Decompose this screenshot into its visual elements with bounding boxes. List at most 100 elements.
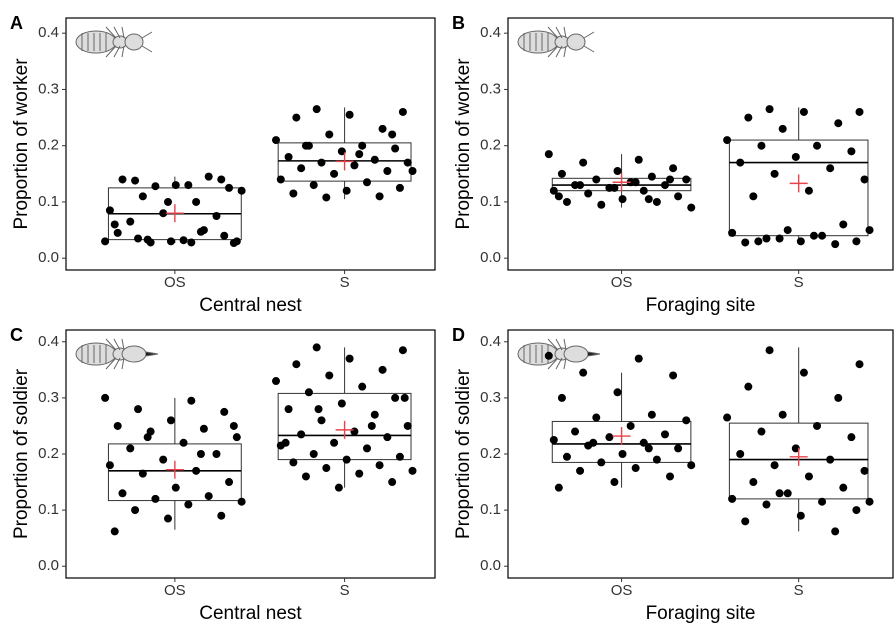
data-point	[669, 371, 678, 380]
data-point	[584, 189, 593, 198]
data-point	[804, 186, 813, 195]
data-point	[796, 511, 805, 520]
insect-leg	[121, 26, 125, 39]
data-point	[151, 494, 160, 503]
data-point	[184, 500, 193, 509]
insect-head	[566, 33, 586, 51]
data-point	[597, 458, 606, 467]
data-point	[312, 343, 321, 352]
data-point	[839, 483, 848, 492]
data-point	[105, 206, 114, 215]
data-point	[669, 164, 678, 173]
data-point	[297, 164, 306, 173]
data-point	[647, 172, 656, 181]
x-tick-label: S	[794, 582, 804, 599]
data-point	[363, 444, 372, 453]
data-point	[799, 107, 808, 116]
y-tick-label: 0.0	[38, 249, 59, 266]
data-point	[652, 197, 661, 206]
plot-frame	[507, 17, 894, 271]
data-point	[757, 427, 766, 436]
data-point	[818, 497, 827, 506]
data-point	[131, 176, 140, 185]
data-point	[682, 416, 691, 425]
data-point	[383, 433, 392, 442]
data-point	[330, 169, 339, 178]
data-point	[775, 234, 784, 243]
y-tick-label: 0.2	[38, 445, 59, 462]
data-point	[831, 527, 840, 536]
data-point	[834, 393, 843, 402]
y-tick-label: 0.1	[38, 501, 59, 518]
data-point	[799, 368, 808, 377]
panel-label: D	[452, 325, 465, 345]
y-tick-label: 0.4	[480, 333, 501, 350]
insect-leg	[563, 26, 567, 39]
data-point	[660, 430, 669, 439]
x-axis-label: Foraging site	[646, 603, 756, 624]
insect-leg	[547, 338, 559, 351]
y-axis-label: Proportion of soldier	[11, 368, 32, 539]
y-axis-label: Proportion of soldier	[453, 368, 474, 539]
data-point	[212, 212, 221, 220]
x-axis-label: Central nest	[199, 295, 302, 316]
data-point	[408, 466, 417, 475]
data-point	[388, 130, 397, 139]
insect-icon	[517, 26, 595, 58]
panel-label: A	[10, 13, 23, 33]
data-point	[225, 183, 234, 192]
data-point	[358, 141, 367, 150]
data-point	[554, 483, 563, 492]
data-point	[613, 167, 622, 175]
data-point	[337, 399, 346, 408]
data-point	[196, 227, 205, 236]
data-point	[544, 150, 553, 159]
data-point	[544, 351, 553, 360]
y-tick-label: 0.1	[480, 501, 501, 518]
data-point	[762, 500, 771, 509]
data-point	[666, 472, 675, 481]
data-point	[639, 186, 648, 195]
data-point	[375, 461, 384, 470]
data-point	[597, 200, 606, 209]
data-point	[325, 130, 334, 139]
data-point	[826, 455, 835, 464]
data-point	[395, 452, 404, 461]
data-point	[674, 444, 683, 453]
data-point	[309, 450, 318, 458]
data-point	[237, 186, 246, 195]
data-point	[229, 421, 238, 430]
data-point	[852, 506, 861, 515]
data-point	[118, 489, 127, 498]
data-point	[723, 136, 732, 145]
data-point	[143, 433, 152, 442]
data-point	[322, 464, 331, 473]
insect-leg	[547, 45, 559, 58]
insect-leg	[555, 26, 563, 39]
data-point	[187, 396, 196, 405]
data-point	[370, 155, 379, 164]
data-point	[408, 167, 417, 175]
data-point	[618, 195, 627, 204]
data-point	[644, 195, 653, 204]
data-point	[860, 466, 869, 475]
data-point	[284, 405, 293, 414]
data-point	[388, 478, 397, 487]
data-point	[395, 183, 404, 192]
data-point	[549, 435, 558, 444]
data-point	[312, 105, 321, 114]
mean-marker	[165, 460, 184, 479]
data-point	[289, 189, 298, 198]
x-tick-label: S	[340, 274, 350, 291]
data-point	[391, 393, 400, 402]
mean-marker	[612, 427, 631, 446]
data-point	[217, 511, 226, 520]
data-point	[765, 346, 774, 355]
data-point	[110, 527, 119, 536]
mean-marker	[335, 420, 354, 439]
data-point	[163, 197, 172, 206]
data-point	[770, 169, 779, 178]
data-point	[728, 228, 737, 237]
y-tick-label: 0.3	[480, 389, 501, 406]
data-point	[865, 226, 874, 235]
